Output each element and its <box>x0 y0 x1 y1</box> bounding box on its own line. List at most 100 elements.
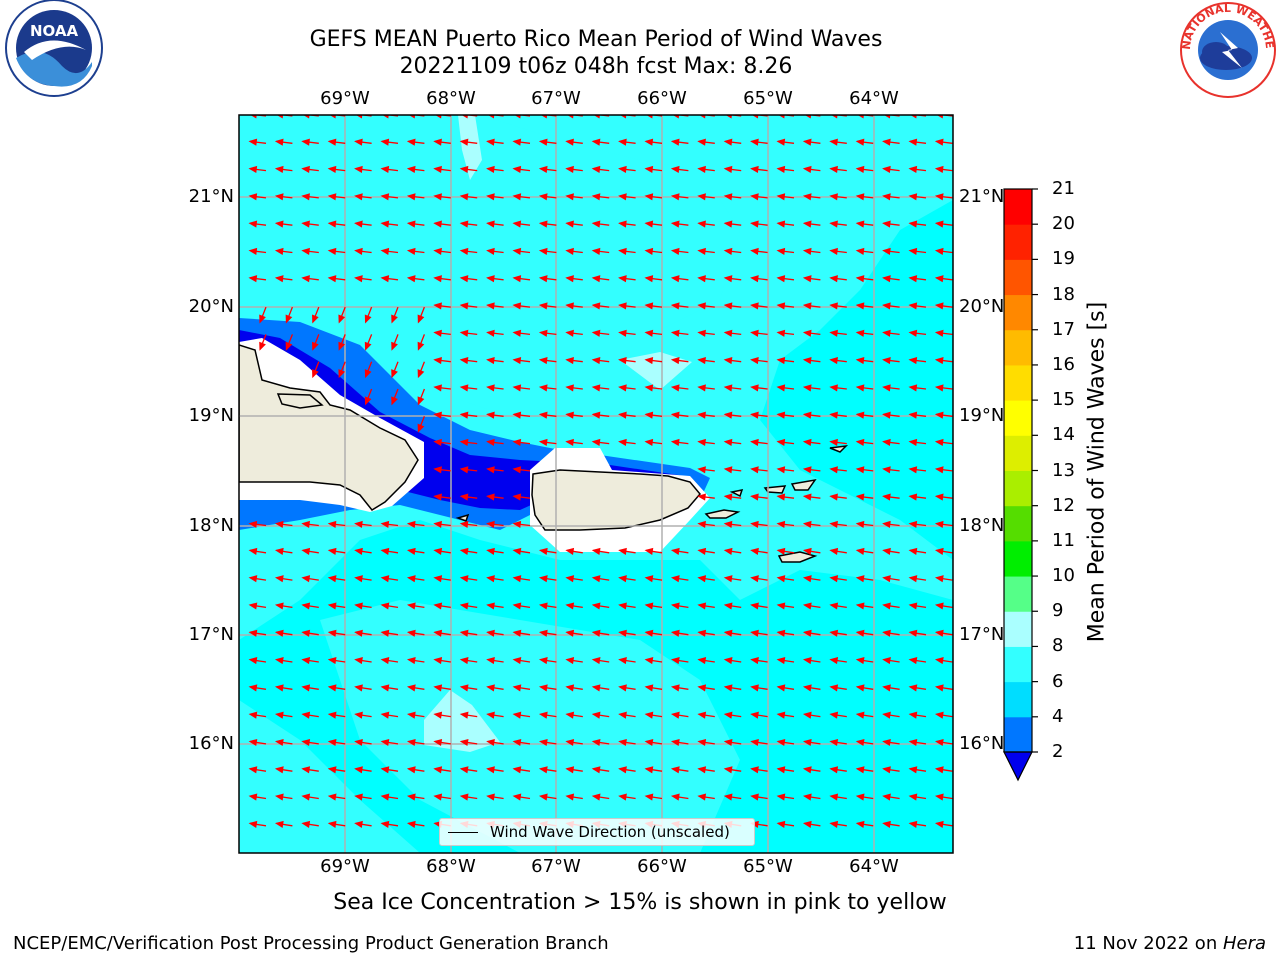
wave-direction-arrowhead <box>538 602 548 610</box>
wave-direction-arrowhead <box>512 329 522 337</box>
wave-direction-arrowhead <box>459 547 469 555</box>
wave-direction-arrowhead <box>618 738 627 747</box>
wave-direction-arrowhead <box>723 657 733 665</box>
wave-direction-arrowhead <box>618 575 627 583</box>
wave-direction-arrowhead <box>486 520 495 528</box>
wave-direction-arrowhead <box>802 275 812 283</box>
wave-direction-arrowhead <box>512 657 522 665</box>
wave-direction-arrowhead <box>591 329 601 337</box>
wave-direction-arrowhead <box>380 629 390 637</box>
wave-direction-arrowhead <box>301 247 310 255</box>
period-8-9-patch <box>620 352 692 390</box>
wave-direction-arrowhead <box>802 165 812 174</box>
wave-direction-arrowhead <box>750 411 759 419</box>
wave-direction-arrowhead <box>459 766 469 774</box>
wave-direction-arrowhead <box>697 411 706 419</box>
wave-direction-arrowhead <box>248 793 258 801</box>
wave-direction-arrowhead <box>274 193 284 201</box>
wave-direction-arrowhead <box>327 547 337 555</box>
wave-direction-arrowhead <box>380 602 390 610</box>
colorbar-tick-label: 9 <box>1052 600 1064 622</box>
wave-direction-arrowhead <box>644 793 654 801</box>
wave-direction-arrowhead <box>802 493 812 501</box>
wave-direction-arrowhead <box>433 193 442 201</box>
wave-direction-arrowhead <box>670 138 680 146</box>
wave-direction-arrowhead <box>459 220 469 228</box>
wave-direction-arrowhead <box>670 329 680 337</box>
wave-direction-arrowhead <box>512 384 522 392</box>
wave-direction-arrowhead <box>459 711 469 719</box>
wave-direction-arrowhead <box>882 520 891 528</box>
lat-tick-label: 21°N <box>188 186 234 207</box>
wave-direction-arrowhead <box>802 575 812 583</box>
wave-direction-arrowhead <box>364 369 372 379</box>
wave-direction-arrowhead <box>512 793 522 801</box>
wave-direction-arrowhead <box>591 711 601 719</box>
wave-direction-arrowhead <box>855 247 865 255</box>
lon-tick-label: 68°W <box>426 88 476 109</box>
wave-direction-arrowhead <box>591 547 601 555</box>
wave-direction-arrowhead <box>618 220 627 228</box>
wave-direction-arrowhead <box>908 247 918 255</box>
wave-direction-arrowhead <box>538 657 548 665</box>
wave-direction-arrowhead <box>301 820 311 828</box>
wave-direction-arrowhead <box>670 547 680 555</box>
wave-direction-arrowhead <box>934 329 944 337</box>
wave-direction-arrowhead <box>934 711 944 719</box>
wave-direction-arrowhead <box>618 165 627 174</box>
wave-direction-arrowhead <box>433 766 443 774</box>
wave-direction-arrowhead <box>908 738 918 747</box>
wave-direction-arrowhead <box>697 657 707 665</box>
wave-direction-arrowhead <box>591 302 601 310</box>
wave-direction-arrowhead <box>802 766 812 774</box>
wave-direction-arrowhead <box>433 738 443 747</box>
wave-direction-arrowhead <box>697 711 707 719</box>
colorbar-tick-label: 16 <box>1052 353 1075 375</box>
wave-direction-arrowhead <box>301 220 310 228</box>
colorbar-tick-label: 10 <box>1052 565 1075 587</box>
wave-direction-arrowhead <box>750 466 759 474</box>
wave-direction-arrowhead <box>565 793 575 801</box>
wave-direction-arrowhead <box>776 384 786 392</box>
wave-direction-arrowhead <box>670 793 680 801</box>
colorbar-segment <box>1004 259 1032 296</box>
wave-direction-arrowhead <box>486 711 495 719</box>
wave-direction-arrowhead <box>802 684 812 692</box>
wave-direction-arrowhead <box>301 766 311 774</box>
wave-direction-arrowhead <box>855 357 865 365</box>
wave-direction-arrowhead <box>802 138 812 146</box>
wave-direction-arrowhead <box>274 247 284 255</box>
wave-direction-arrowhead <box>644 575 654 583</box>
wave-direction-arrowhead <box>750 657 759 665</box>
wave-direction-arrowhead <box>433 247 442 255</box>
colorbar-tick-label: 2 <box>1052 741 1064 762</box>
wave-direction-arrowhead <box>882 711 891 719</box>
colorbar-tick-label: 8 <box>1052 635 1064 657</box>
wave-direction-arrowhead <box>274 575 284 583</box>
wave-direction-arrowhead <box>459 657 469 665</box>
wave-direction-arrowhead <box>802 738 812 747</box>
colorbar-tick-label: 17 <box>1052 318 1075 340</box>
lat-tick-label: 18°N <box>188 515 234 536</box>
wave-direction-arrowhead <box>538 793 548 801</box>
wave-direction-arrowhead <box>301 657 311 665</box>
wave-direction-arrowhead <box>618 138 627 146</box>
wave-direction-arrowhead <box>364 341 372 351</box>
wave-direction-arrowhead <box>248 547 258 555</box>
wave-direction-arrowhead <box>697 466 706 474</box>
wave-direction-arrowhead <box>750 193 759 201</box>
lon-tick-label: 64°W <box>849 856 899 877</box>
period-6-8-region <box>239 115 740 420</box>
wave-direction-arrowhead <box>776 520 786 528</box>
wave-direction-arrowhead <box>776 657 786 665</box>
wave-direction-arrowhead <box>644 275 654 283</box>
wave-direction-arrowhead <box>285 314 293 324</box>
wave-direction-arrowhead <box>829 302 838 310</box>
wave-direction-arrowhead <box>670 247 680 255</box>
wave-direction-arrowhead <box>644 738 654 747</box>
wave-direction-arrowhead <box>459 629 469 637</box>
wave-direction-arrowhead <box>829 766 839 774</box>
wave-direction-arrowhead <box>802 820 812 828</box>
wave-direction-arrowhead <box>327 738 337 747</box>
wave-direction-arrowhead <box>327 602 337 610</box>
